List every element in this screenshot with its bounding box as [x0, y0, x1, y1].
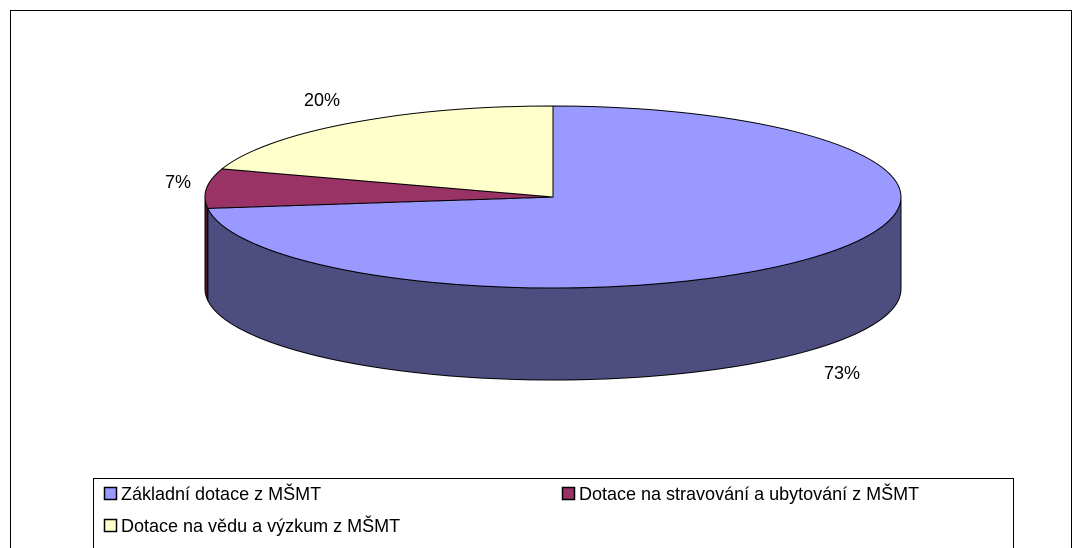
- legend-label: Dotace na vědu a výzkum z MŠMT: [121, 515, 400, 536]
- legend-swatch: [103, 518, 118, 533]
- legend-swatch: [103, 486, 118, 501]
- legend-swatch: [561, 486, 576, 501]
- data-label: 7%: [165, 172, 191, 192]
- legend-label: Dotace na stravování a ubytování z MŠMT: [579, 483, 919, 504]
- slice: [206, 105, 902, 289]
- legend-label: Základní dotace z MŠMT: [121, 483, 321, 504]
- slice: [204, 168, 554, 209]
- legend-frame: [93, 478, 1014, 548]
- data-label: 73%: [824, 363, 860, 383]
- slice: [220, 105, 554, 198]
- slice-side: [204, 196, 209, 301]
- data-label: 20%: [304, 90, 340, 110]
